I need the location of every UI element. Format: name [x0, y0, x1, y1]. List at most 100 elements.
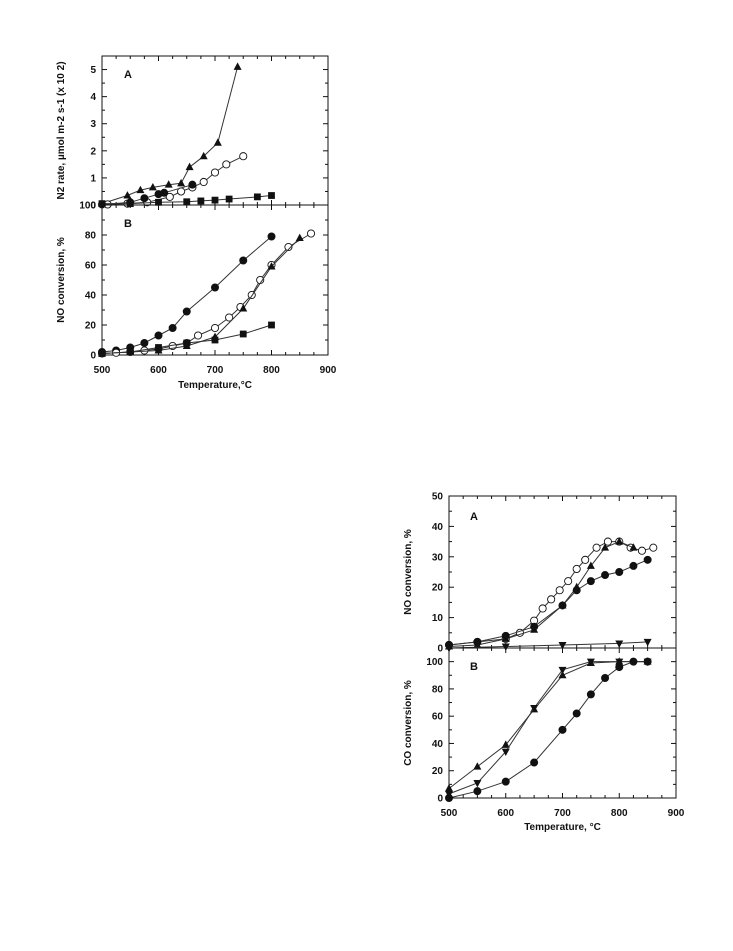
data-point [637, 546, 647, 555]
series-triangle-up [445, 537, 638, 650]
data-point [154, 331, 163, 340]
x-axis-title: Temperature,°C [178, 380, 252, 391]
x-tick-label: 500 [94, 365, 111, 376]
data-point [183, 198, 191, 206]
data-point [501, 748, 510, 757]
data-point [558, 641, 567, 650]
data-point [538, 604, 547, 613]
panel-label: A [470, 511, 478, 523]
data-point [268, 321, 275, 329]
data-point [555, 586, 564, 595]
y-tick-label: 3 [90, 119, 96, 130]
data-point [267, 262, 276, 270]
data-point [155, 344, 162, 351]
y-axis-title: N2 rate, µmol m-2 s-1 (x 10 2) [56, 61, 67, 199]
y-tick-label: 4 [90, 92, 96, 103]
plot-frame [448, 495, 677, 649]
plot-frame [101, 55, 329, 206]
y-tick-label: 30 [432, 552, 444, 563]
x-axis-title: Temperature, °C [524, 822, 601, 833]
data-point [140, 194, 149, 203]
x-tick-label: 900 [320, 365, 337, 376]
series-line [101, 233, 312, 354]
y-tick-label: 40 [432, 739, 444, 750]
data-point [615, 568, 624, 577]
series-line [101, 236, 272, 353]
series-triangle-up [445, 657, 652, 792]
data-point [168, 323, 177, 332]
data-point [547, 595, 556, 604]
data-point [199, 151, 208, 160]
data-point [643, 638, 652, 647]
data-point [253, 193, 261, 201]
y-tick-label: 60 [85, 261, 97, 272]
x-tick-label: 600 [150, 365, 167, 376]
y-tick-label: 2 [90, 146, 96, 157]
plot-frame [101, 204, 329, 356]
series-line [448, 541, 654, 646]
data-point [643, 657, 652, 666]
y-tick-label: 0 [437, 644, 443, 655]
data-point [501, 777, 510, 786]
series-line [448, 661, 648, 795]
data-point [530, 758, 539, 767]
y-tick-label: 80 [432, 684, 444, 695]
x-tick-label: 800 [263, 365, 280, 376]
data-point [165, 192, 174, 201]
data-point [615, 663, 624, 672]
data-point [649, 543, 658, 552]
series-line [101, 184, 193, 205]
series-filled-square [98, 321, 275, 357]
y-tick-label: 100 [426, 657, 443, 668]
data-point [126, 348, 134, 356]
data-point [199, 177, 208, 187]
data-point [603, 537, 612, 546]
data-point [445, 784, 453, 792]
y-tick-label: 10 [432, 613, 444, 624]
data-point [629, 561, 638, 570]
data-point [501, 643, 510, 651]
data-point [211, 196, 219, 204]
panel-b: 0 20 40 60 80 100 B NO conversion, % [56, 201, 329, 362]
data-point [193, 331, 203, 340]
data-point [586, 561, 595, 569]
data-point [284, 242, 293, 252]
data-point [601, 674, 610, 683]
data-point [98, 200, 106, 208]
data-point [148, 182, 157, 191]
data-point [239, 256, 248, 265]
data-point [629, 657, 638, 666]
series-filled-circle [98, 180, 197, 209]
data-point [239, 152, 248, 161]
y-tick-label: 50 [432, 492, 444, 503]
x-tick-label: 800 [611, 808, 628, 819]
series-triangle-down [445, 658, 652, 799]
data-point [501, 740, 510, 748]
x-tick-label: 900 [668, 808, 685, 819]
data-point [572, 586, 581, 595]
data-point [629, 543, 638, 551]
y-axis-title: CO conversion, % [403, 680, 414, 766]
panel-a: 0 1 2 3 4 5 A N2 rate, µmol m-2 s-1 (x 10 2) [56, 55, 329, 212]
data-point [267, 232, 276, 241]
data-point [501, 631, 510, 640]
x-tick-label: 600 [497, 808, 514, 819]
panel-a: 0 10 20 30 40 50 A NO conversion, % [403, 492, 677, 655]
y-tick-label: 0 [90, 201, 96, 212]
data-point [530, 622, 539, 631]
data-point [473, 780, 482, 788]
y-tick-label: 5 [90, 65, 96, 76]
data-point [233, 62, 242, 70]
data-point [564, 577, 573, 586]
series-triangle-up [98, 62, 242, 207]
data-point [586, 658, 595, 667]
y-tick-label: 20 [432, 583, 444, 594]
x-tick-label: 700 [207, 365, 224, 376]
data-point [473, 637, 482, 646]
data-point [210, 168, 220, 177]
data-point [185, 162, 194, 171]
data-point [473, 762, 482, 770]
